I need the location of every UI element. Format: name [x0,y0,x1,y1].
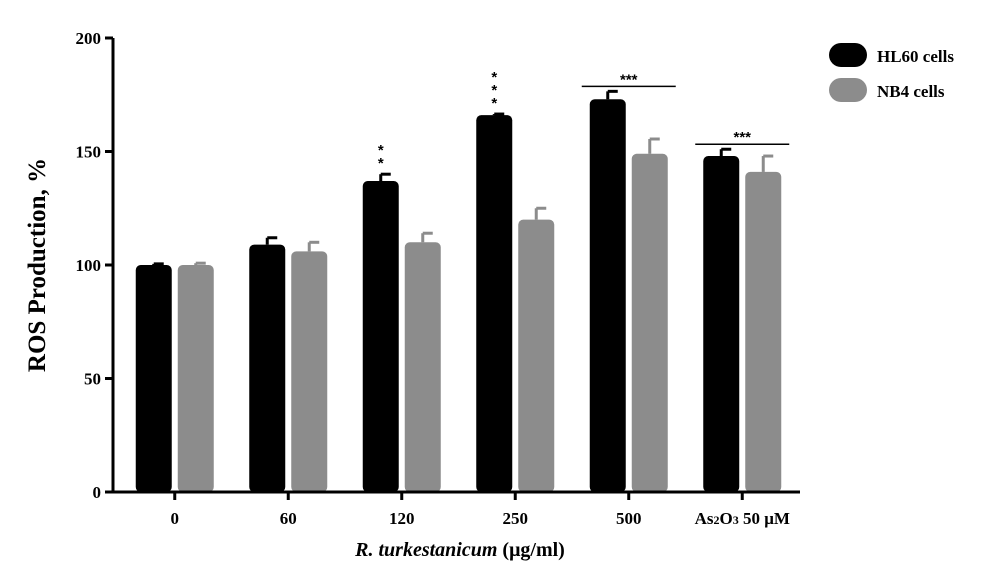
bar-hl60-1 [249,244,286,492]
legend-swatch [829,78,867,102]
bar-nb4-3 [518,219,555,492]
y-tick-label: 50 [84,370,101,389]
x-tick-label: 120 [389,509,415,528]
x-tick-label: As2O3 50 μM [695,509,790,528]
x-tick-label: 60 [280,509,297,528]
x-tick-label: 500 [616,509,642,528]
bar-nb4-4 [631,153,668,492]
significance-label: *** [733,129,751,146]
significance-star: * [378,155,384,172]
bar-nb4-1 [291,251,328,492]
bar-hl60-2 [362,181,399,492]
legend-label: HL60 cells [877,47,954,66]
x-tick-label: 0 [171,509,180,528]
bar-hl60-3 [476,115,513,493]
bar-nb4-5 [745,171,782,492]
significance-star: * [491,82,497,99]
bar-hl60-0 [135,265,172,492]
legend: HL60 cells NB4 cells [829,43,954,102]
bar-hl60-5 [703,156,740,493]
significance-star: * [491,69,497,86]
y-axis-title: ROS Production, % [24,158,51,372]
y-tick-label: 0 [93,483,102,502]
y-tick-label: 150 [76,143,102,162]
bar-nb4-2 [404,242,441,492]
error-bars-layer [152,89,774,266]
legend-swatch [829,43,867,67]
significance-star: * [491,95,497,112]
bars-layer [135,99,782,493]
y-tick-label: 200 [76,29,102,48]
x-tick-label: 250 [503,509,529,528]
significance-star: * [378,142,384,159]
bar-nb4-0 [177,265,214,492]
legend-label: NB4 cells [877,82,945,101]
axes-layer: 0 50 100 150 200 0 60 120 250 500 As2O3 50 μM ROS P… [24,29,800,561]
significance-layer: ***** ****** [378,69,790,172]
y-tick-label: 100 [76,256,102,275]
x-axis-title: R. turkestanicum (μg/ml) [354,539,565,561]
significance-label: *** [620,71,638,88]
bar-hl60-4 [589,99,626,492]
